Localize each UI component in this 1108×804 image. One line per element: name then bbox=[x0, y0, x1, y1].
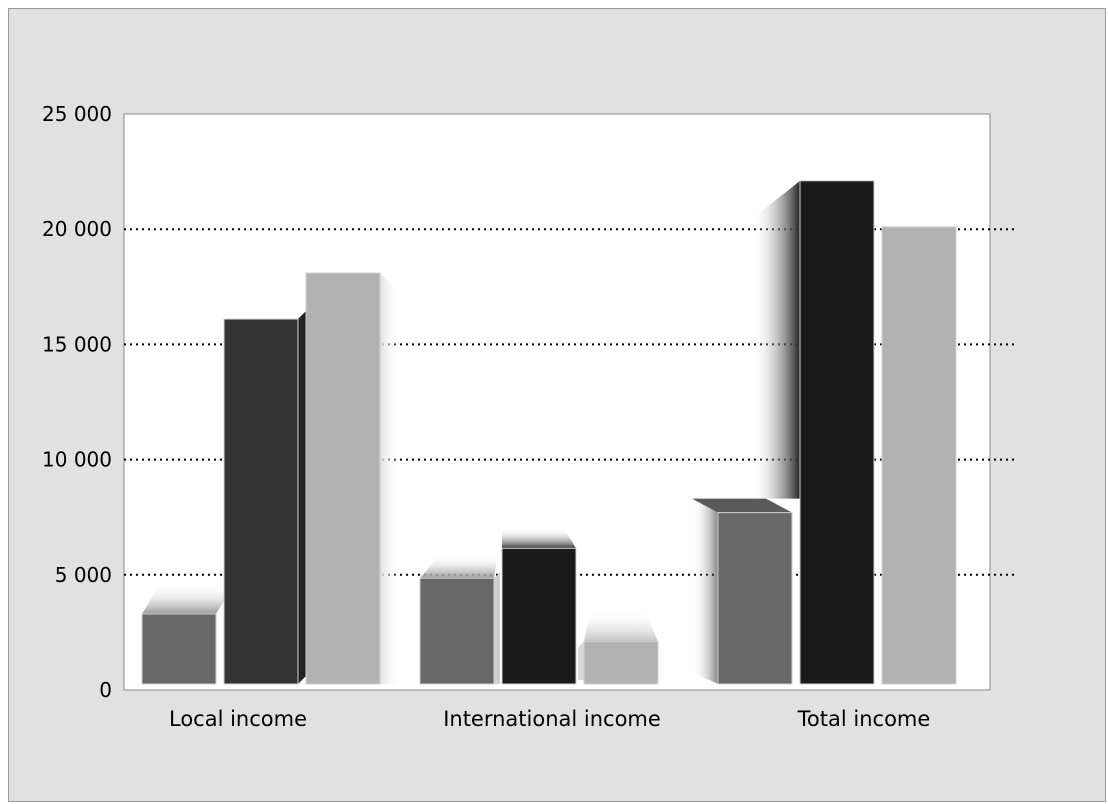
bar-side bbox=[494, 572, 500, 684]
x-category-label: International income bbox=[443, 707, 661, 731]
y-tick-label: 20 000 bbox=[42, 217, 112, 241]
bar-side bbox=[298, 311, 306, 684]
bar-front bbox=[223, 318, 299, 685]
bar-top bbox=[584, 609, 658, 642]
x-axis-categories: Local income International income Total in… bbox=[169, 707, 930, 731]
bar bbox=[752, 180, 875, 685]
bar-side bbox=[752, 180, 800, 499]
bar bbox=[141, 583, 234, 685]
bar-front bbox=[141, 613, 217, 685]
bar-front bbox=[717, 512, 793, 685]
bar-top bbox=[502, 528, 576, 549]
bar bbox=[223, 311, 306, 685]
y-tick-label: 0 bbox=[99, 678, 112, 702]
bar-front bbox=[583, 641, 659, 685]
bar-front bbox=[799, 180, 875, 685]
bars bbox=[141, 180, 957, 685]
bar bbox=[501, 528, 577, 685]
y-tick-label: 5 000 bbox=[55, 563, 112, 587]
x-category-label: Local income bbox=[169, 707, 307, 731]
bar bbox=[692, 498, 793, 685]
bar-side bbox=[578, 641, 584, 680]
bar-side bbox=[692, 498, 718, 684]
bar bbox=[578, 609, 659, 685]
bar-front bbox=[881, 226, 957, 685]
y-axis-ticks: 0 5 000 10 000 15 000 20 000 25 000 bbox=[42, 102, 112, 702]
bar-top bbox=[420, 554, 498, 579]
bar-top bbox=[692, 498, 792, 513]
y-tick-label: 25 000 bbox=[42, 102, 112, 126]
bar bbox=[419, 554, 500, 685]
bar bbox=[881, 226, 957, 685]
bar bbox=[305, 272, 400, 685]
bar-side bbox=[380, 272, 400, 684]
bar-front bbox=[305, 272, 381, 685]
bar-top bbox=[142, 583, 234, 614]
bar-front bbox=[501, 547, 577, 685]
y-tick-label: 10 000 bbox=[42, 448, 112, 472]
x-category-label: Total income bbox=[797, 707, 931, 731]
bar-front bbox=[419, 577, 495, 685]
y-tick-label: 15 000 bbox=[42, 332, 112, 356]
